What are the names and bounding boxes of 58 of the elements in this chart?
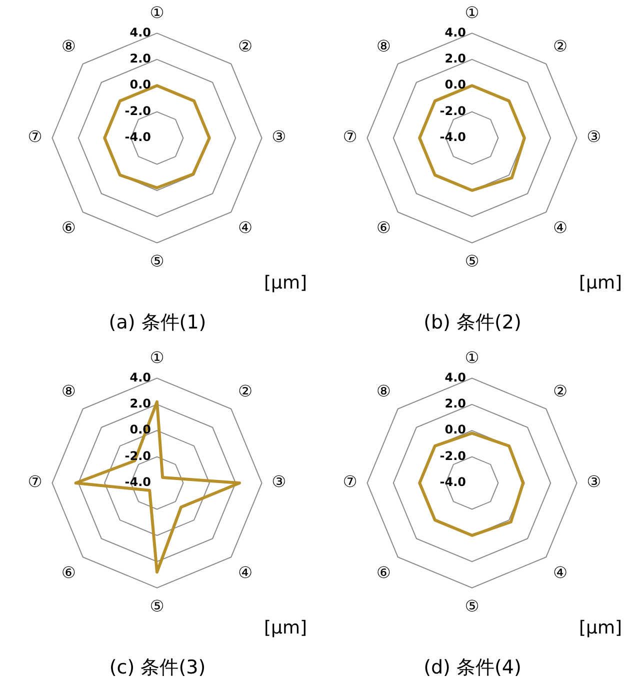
spoke-label: ⑥ — [376, 218, 391, 237]
spoke-label: ⑤ — [464, 596, 480, 616]
spoke-label: ⑦ — [28, 472, 42, 492]
text: (c) 条件(3) — [109, 656, 206, 679]
text: (a) 条件(1) — [108, 312, 206, 334]
spoke-label: ⑧ — [61, 381, 76, 400]
spoke-label: ④ — [553, 562, 568, 582]
y-tick-label: -4.0 — [124, 130, 151, 144]
spoke-label: ③ — [586, 472, 602, 492]
spoke-label: ⑧ — [376, 36, 391, 56]
spoke-label: ⑦ — [28, 127, 42, 146]
spoke-label: ⑥ — [61, 218, 76, 237]
spoke-label: ② — [553, 36, 568, 56]
spoke-label: ① — [150, 2, 164, 22]
y-tick-label: 4.0 — [444, 25, 466, 40]
y-tick-label: 2.0 — [130, 52, 151, 66]
spoke-label: ⑤ — [150, 252, 164, 271]
y-tick-label: 0.0 — [130, 78, 151, 92]
y-tick-label: 2.0 — [130, 396, 151, 411]
text: [μm] — [264, 272, 307, 294]
y-tick-label: 4.0 — [130, 25, 151, 40]
y-tick-label: 0.0 — [444, 78, 466, 92]
text: [μm] — [578, 617, 622, 638]
spoke-label: ② — [238, 381, 253, 400]
spoke-label: ④ — [238, 562, 253, 582]
spoke-label: ④ — [238, 218, 253, 237]
text: [μm] — [578, 272, 622, 294]
spoke-label: ⑤ — [464, 252, 480, 271]
y-tick-label: -4.0 — [440, 475, 466, 490]
spoke-label: ② — [553, 381, 568, 400]
y-tick-label: 2.0 — [444, 52, 466, 66]
spoke-label: ③ — [272, 472, 286, 492]
y-tick-label: -2.0 — [124, 104, 151, 118]
spoke-label: ③ — [586, 127, 602, 146]
spoke-label: ⑥ — [61, 562, 76, 582]
text: (d) 条件(4) — [424, 656, 522, 679]
spoke-label: ⑦ — [342, 472, 358, 492]
spoke-label: ⑤ — [150, 596, 164, 616]
y-tick-label: -4.0 — [440, 130, 466, 144]
spoke-label: ④ — [553, 218, 568, 237]
spoke-label: ⑥ — [376, 562, 391, 582]
spoke-label: ① — [464, 348, 480, 367]
y-tick-label: -2.0 — [440, 448, 466, 463]
text: [μm] — [264, 617, 307, 638]
spoke-label: ① — [150, 348, 164, 367]
y-tick-label: 4.0 — [130, 370, 151, 384]
spoke-label: ⑦ — [342, 127, 358, 146]
spoke-label: ② — [238, 36, 253, 56]
spoke-label: ③ — [272, 127, 286, 146]
y-tick-label: 0.0 — [444, 422, 466, 437]
spoke-label: ① — [464, 2, 480, 22]
text: (b) 条件(2) — [424, 312, 522, 334]
y-tick-label: -4.0 — [124, 475, 151, 490]
y-tick-label: -2.0 — [440, 104, 466, 118]
spoke-label: ⑧ — [376, 381, 391, 400]
y-tick-label: 2.0 — [444, 396, 466, 411]
y-tick-label: 4.0 — [444, 370, 466, 384]
spoke-label: ⑧ — [61, 36, 76, 56]
